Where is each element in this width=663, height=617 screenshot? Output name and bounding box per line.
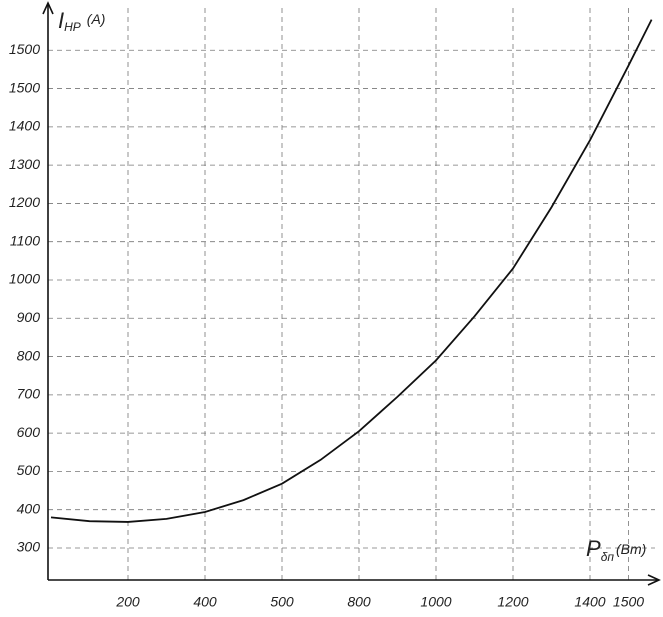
y-tick-label: 1000 <box>9 271 40 287</box>
x-label-unit: (Вт) <box>616 541 646 557</box>
y-label-sub: HP <box>64 20 81 34</box>
x-tick-label: 400 <box>193 594 217 610</box>
y-tick-label: 400 <box>17 500 41 516</box>
y-tick-label: 600 <box>17 424 41 440</box>
y-tick-label: 1400 <box>9 118 40 134</box>
y-tick-label: 800 <box>17 347 41 363</box>
y-tick-label: 1500 <box>9 41 40 57</box>
x-tick-label: 500 <box>270 594 294 610</box>
x-arrow <box>647 574 661 586</box>
y-tick-label: 700 <box>17 386 41 402</box>
y-tick-label: 300 <box>17 539 41 555</box>
y-arrow <box>42 1 54 15</box>
x-tick-label: 1200 <box>497 594 528 610</box>
x-label-sub: δп <box>601 550 615 564</box>
y-tick-label: 900 <box>17 309 41 325</box>
y-tick-label: 1100 <box>10 232 40 248</box>
x-tick-label: 1400 <box>574 594 605 610</box>
x-tick-label: 200 <box>115 594 140 610</box>
y-tick-label: 1500 <box>9 79 40 95</box>
x-label-main: P <box>586 536 601 561</box>
x-tick-label: 1000 <box>420 594 451 610</box>
y-tick-label: 1200 <box>9 194 40 210</box>
y-axis-label: IHP (A) <box>58 8 105 34</box>
y-tick-label: 1300 <box>9 156 40 172</box>
x-axis-label: Pδп(Вт) <box>586 536 646 564</box>
curve <box>50 19 653 523</box>
y-label-main: I <box>58 8 64 33</box>
y-label-unit: (A) <box>87 11 106 27</box>
y-tick-label: 500 <box>17 462 41 478</box>
x-tick-label: 800 <box>347 594 371 610</box>
x-tick-label: 1500 <box>613 594 644 610</box>
